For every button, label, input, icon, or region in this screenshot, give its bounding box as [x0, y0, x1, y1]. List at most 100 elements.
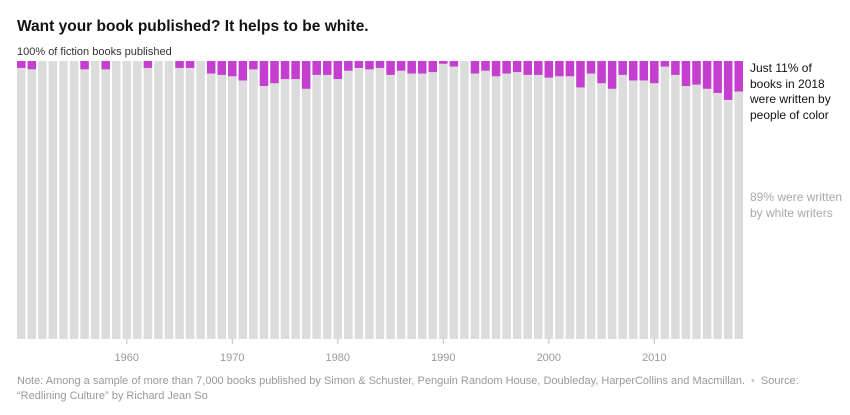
bar-white-writers-2007 [618, 74, 627, 340]
bar-people-of-color-1970 [228, 61, 237, 77]
bar-white-writers-1971 [238, 80, 248, 340]
bar-white-writers-2006 [607, 88, 617, 339]
bar-white-writers-1987 [407, 73, 416, 339]
bar-white-writers-1984 [375, 67, 385, 339]
bar-white-writers-1980 [333, 79, 343, 339]
tick-label-2000: 2000 [537, 352, 561, 364]
bar-people-of-color-1965 [175, 61, 184, 68]
bar-white-writers-1976 [291, 79, 300, 339]
bar-white-writers-1983 [365, 69, 374, 339]
annotation-people-of-color: Just 11% of books in 2018 were written b… [750, 61, 831, 122]
tick-label-1990: 1990 [431, 352, 455, 364]
bar-white-writers-2016 [713, 92, 722, 339]
bar-white-writers-1953 [48, 61, 58, 339]
bar-white-writers-1995 [491, 76, 501, 339]
bar-people-of-color-1985 [386, 61, 395, 75]
bar-white-writers-1964 [164, 61, 174, 339]
bar-people-of-color-1956 [80, 61, 89, 70]
bar-white-writers-2002 [565, 76, 575, 339]
bar-people-of-color-2011 [660, 61, 670, 67]
footer-source: Source: “Redlining Culture” by Richard J… [17, 375, 799, 402]
bar-people-of-color-2006 [607, 61, 617, 89]
footer-note: Note: Among a sample of more than 7,000 … [17, 375, 746, 387]
bar-people-of-color-1989 [428, 61, 438, 73]
chart-subtitle: 100% of fiction books published [17, 46, 172, 58]
bar-white-writers-2003 [576, 87, 585, 339]
bar-people-of-color-2004 [586, 61, 596, 74]
bar-white-writers-2012 [671, 74, 680, 340]
bar-people-of-color-2003 [576, 61, 585, 88]
bar-people-of-color-1958 [101, 61, 110, 70]
bar-people-of-color-1995 [491, 61, 501, 77]
bar-white-writers-1996 [502, 73, 511, 339]
bar-people-of-color-1986 [396, 61, 406, 71]
bar-white-writers-1968 [206, 73, 216, 339]
bar-people-of-color-1994 [481, 61, 490, 71]
bar-white-writers-1969 [217, 74, 227, 340]
tick-label-2010: 2010 [642, 352, 666, 364]
bar-people-of-color-1990 [439, 61, 448, 64]
bar-people-of-color-1983 [365, 61, 374, 70]
tick-label-1960: 1960 [115, 352, 139, 364]
bar-people-of-color-1977 [301, 61, 311, 89]
bar-white-writers-2013 [681, 86, 691, 340]
bar-people-of-color-1969 [217, 61, 227, 75]
bar-people-of-color-2007 [618, 61, 627, 75]
bar-white-writers-1965 [175, 67, 184, 339]
footer-separator: • [751, 375, 755, 387]
bar-white-writers-1978 [312, 74, 321, 340]
bar-white-writers-1989 [428, 72, 438, 340]
annotation-white-writers: 89% were written by white writers [750, 190, 843, 220]
bar-white-writers-1991 [449, 66, 459, 339]
bar-white-writers-1955 [69, 61, 79, 339]
bar-people-of-color-1979 [322, 61, 332, 75]
bar-people-of-color-1982 [354, 61, 364, 68]
footer: Note: Among a sample of more than 7,000 … [17, 374, 837, 404]
bar-people-of-color-2001 [555, 61, 564, 77]
bar-white-writers-1975 [280, 79, 290, 339]
bar-white-writers-1958 [101, 69, 110, 339]
bar-white-writers-1972 [249, 69, 258, 339]
bar-people-of-color-1988 [417, 61, 427, 74]
bar-people-of-color-2009 [639, 61, 649, 81]
bar-people-of-color-1996 [502, 61, 511, 74]
bar-people-of-color-2008 [628, 61, 638, 81]
bar-white-writers-2010 [650, 83, 659, 340]
bar-people-of-color-1976 [291, 61, 300, 80]
bar-people-of-color-1974 [270, 61, 279, 84]
bar-white-writers-1977 [301, 88, 311, 339]
bar-people-of-color-1984 [375, 61, 385, 68]
bar-people-of-color-2016 [713, 61, 722, 93]
bar-people-of-color-1987 [407, 61, 416, 74]
bar-white-writers-2008 [628, 80, 638, 340]
bar-people-of-color-2005 [597, 61, 606, 84]
bar-white-writers-1997 [512, 72, 522, 340]
bar-people-of-color-1975 [280, 61, 290, 80]
bar-people-of-color-1966 [185, 61, 195, 68]
bar-white-writers-1951 [27, 69, 37, 339]
bar-people-of-color-2012 [671, 61, 680, 75]
bar-white-writers-1960 [122, 61, 132, 339]
bar-white-writers-1998 [523, 74, 532, 340]
bar-white-writers-1962 [143, 67, 153, 339]
bar-white-writers-1994 [481, 70, 490, 339]
bars-group [17, 61, 743, 340]
bar-white-writers-1979 [322, 74, 332, 340]
bar-white-writers-1981 [344, 70, 353, 339]
bar-white-writers-1992 [460, 61, 469, 339]
x-axis: 1960 1970 1980 1990 2000 2010 [115, 339, 667, 364]
bar-white-writers-1974 [270, 83, 279, 340]
bar-white-writers-1973 [259, 86, 269, 340]
bar-white-writers-2018 [734, 91, 743, 339]
tick-label-1980: 1980 [326, 352, 350, 364]
bar-people-of-color-2000 [544, 61, 554, 78]
bar-people-of-color-2014 [692, 61, 701, 85]
bar-people-of-color-1998 [523, 61, 532, 75]
bar-white-writers-2009 [639, 80, 649, 340]
bar-people-of-color-1972 [249, 61, 258, 70]
bar-white-writers-2011 [660, 66, 670, 339]
bar-people-of-color-1962 [143, 61, 153, 68]
bar-people-of-color-1980 [333, 61, 343, 80]
bar-white-writers-1957 [90, 61, 100, 339]
